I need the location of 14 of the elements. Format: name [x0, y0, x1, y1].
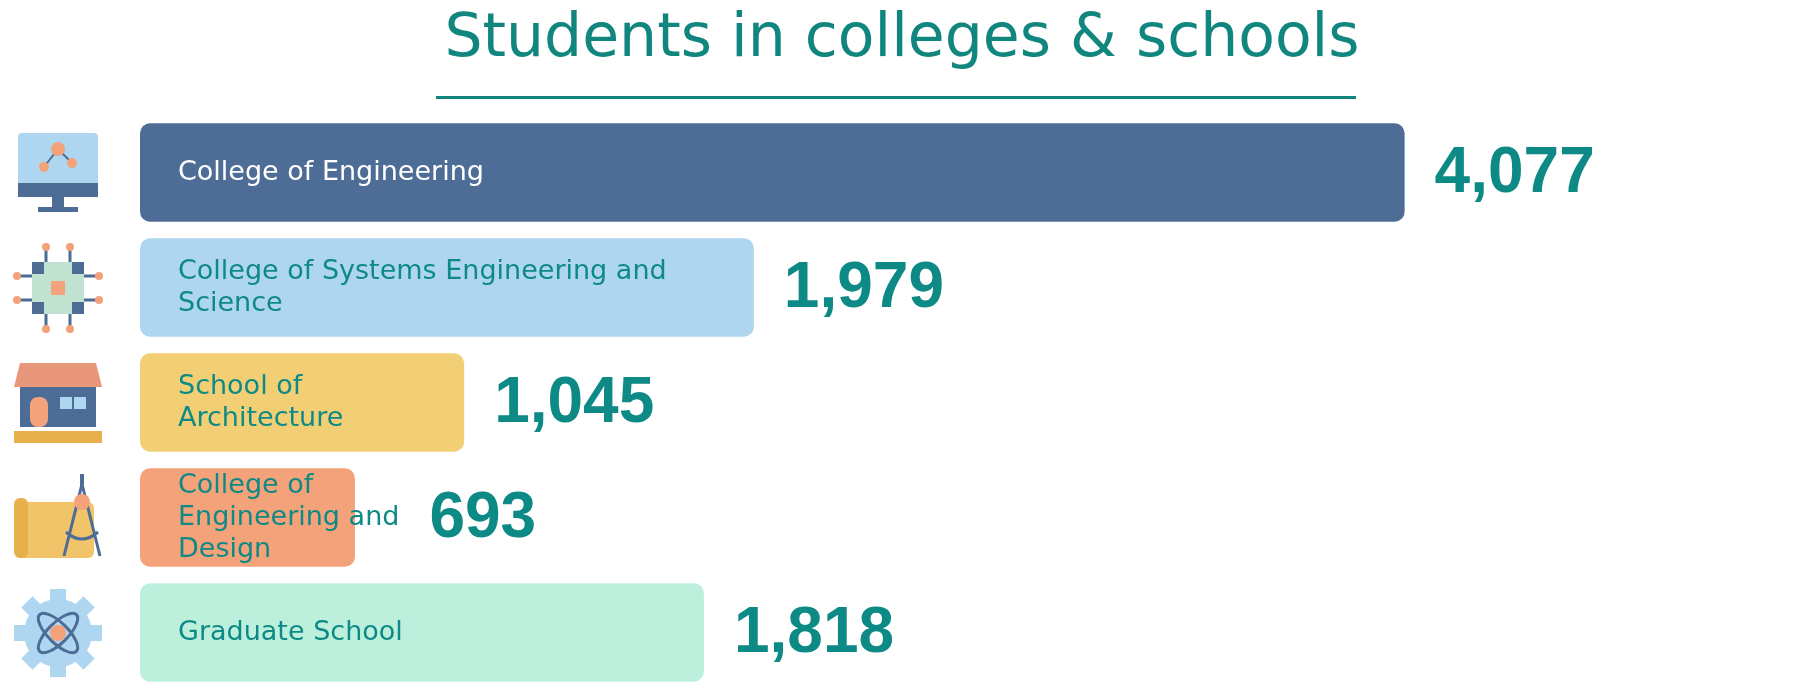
bar [140, 583, 704, 682]
data-label: 1,818 [733, 594, 895, 667]
y-tick-label: Graduate School [178, 614, 403, 646]
data-label: 4,077 [1434, 134, 1595, 207]
chart-title: Students in colleges & schools [443, 0, 1361, 70]
y-tick-label: College of Systems Engineering and Science [178, 253, 667, 317]
y-tick-label: College of Engineering [178, 154, 484, 186]
y-tick-label: School of Architecture [178, 368, 344, 432]
bar [140, 123, 1405, 222]
data-label: 1,979 [783, 249, 945, 322]
bar [140, 238, 754, 337]
bar [140, 353, 465, 452]
data-label: 1,045 [494, 364, 655, 437]
data-label: 693 [429, 479, 537, 552]
